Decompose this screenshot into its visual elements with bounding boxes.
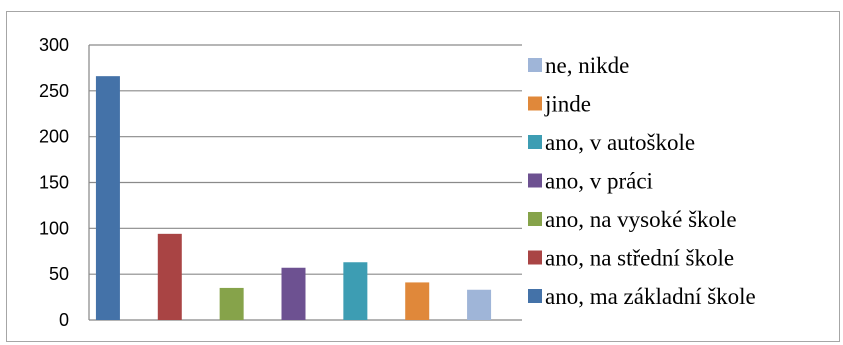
bar-1 xyxy=(157,233,182,320)
bar-4 xyxy=(343,262,368,320)
bars xyxy=(95,76,492,321)
legend-item: ne, nikde xyxy=(528,53,629,78)
bar-2 xyxy=(219,287,244,320)
legend-item: ano, na vysoké škole xyxy=(528,207,737,232)
legend: ne, nikde jinde ano, v autoškole ano, v prá… xyxy=(528,53,756,309)
legend-swatch xyxy=(528,96,542,111)
bar-3 xyxy=(281,267,306,320)
legend-item: ano, ma základní škole xyxy=(528,284,756,309)
y-tick-label: 100 xyxy=(39,218,69,238)
legend-label: ano, na střední škole xyxy=(545,246,734,271)
legend-swatch xyxy=(528,212,542,226)
legend-label: ano, ma základní škole xyxy=(545,284,756,309)
y-tick-label: 200 xyxy=(39,127,69,147)
bar-5 xyxy=(405,282,430,320)
legend-swatch xyxy=(528,173,542,188)
legend-swatch xyxy=(528,250,542,265)
legend-swatch xyxy=(528,58,542,72)
legend-label: ano, v práci xyxy=(545,169,653,194)
y-tick-label: 300 xyxy=(39,35,69,55)
legend-item: ano, v autoškole xyxy=(528,130,695,155)
legend-swatch xyxy=(528,135,542,149)
legend-label: ano, v autoškole xyxy=(545,130,695,155)
legend-label: ne, nikde xyxy=(545,53,629,78)
legend-item: ano, v práci xyxy=(528,169,653,194)
y-axis-ticks: 0 50 100 150 200 250 300 xyxy=(39,35,69,330)
legend-label: ano, na vysoké škole xyxy=(545,207,737,232)
bar-6 xyxy=(467,289,492,320)
y-tick-label: 150 xyxy=(39,173,69,193)
y-tick-label: 50 xyxy=(49,264,69,284)
legend-label: jinde xyxy=(544,92,591,117)
y-tick-label: 250 xyxy=(39,81,69,101)
y-tick-label: 0 xyxy=(59,310,69,330)
bar-0 xyxy=(95,76,120,321)
legend-swatch xyxy=(528,289,542,303)
legend-item: ano, na střední škole xyxy=(528,246,734,271)
legend-item: jinde xyxy=(528,92,591,117)
